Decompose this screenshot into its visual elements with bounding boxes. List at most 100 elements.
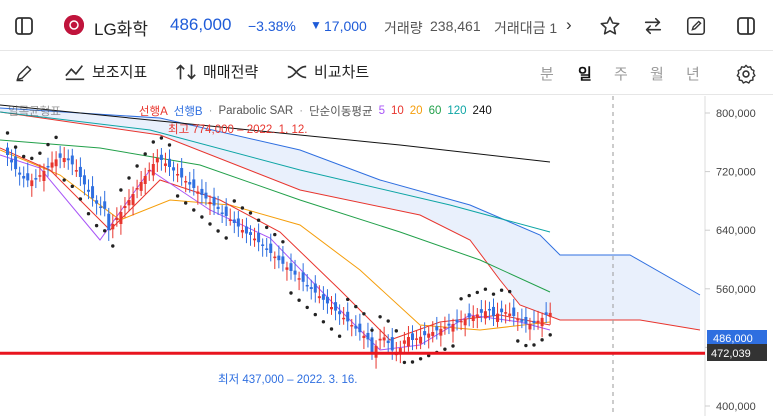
candle-down <box>18 172 22 175</box>
draw-pen-icon[interactable] <box>12 61 36 85</box>
candle-up <box>151 164 155 176</box>
ma-10-line <box>0 147 551 341</box>
aux-indicator-button[interactable]: 보조지표 <box>64 61 147 82</box>
candle-up <box>38 175 42 177</box>
candle-up <box>240 230 244 233</box>
y-tick-label: 720,000 <box>716 167 756 179</box>
candle-down <box>200 188 204 195</box>
candle-up <box>536 320 540 323</box>
sar-dot <box>94 223 99 228</box>
sar-dot <box>86 212 91 216</box>
current-price-badge: 486,000 <box>707 330 767 346</box>
candle-up <box>548 312 552 317</box>
candle-up <box>443 327 447 329</box>
current-price: 486,000 <box>170 15 232 34</box>
period-minute[interactable]: 분 <box>540 66 554 83</box>
sar-dot <box>427 353 431 358</box>
candle-down <box>370 337 374 353</box>
current-price-badge-label: 486,000 <box>713 333 753 345</box>
period-day[interactable]: 일 <box>578 66 592 83</box>
trading-strategy-button[interactable]: 매매전략 <box>175 61 258 82</box>
volume-value: 238,461 <box>430 18 481 34</box>
stock-name[interactable]: LG화학 <box>94 20 148 39</box>
legend-ichimoku[interactable]: 일목균형표 <box>8 106 61 118</box>
candle-down <box>236 218 240 227</box>
indicator-icon <box>65 64 85 80</box>
candle-up <box>508 313 512 316</box>
low-annotation: 최저 437,000 – 2022. 3. 16. <box>218 373 357 386</box>
candle-up <box>350 325 354 327</box>
indicator-legend: 일목균형표 선행A 선행B · Parabolic SAR · 단순이동평균 5… <box>8 103 492 119</box>
candle-down <box>192 179 196 188</box>
candle-up <box>427 333 431 338</box>
sar-dot <box>483 287 488 291</box>
sar-dot <box>78 197 83 201</box>
candle-down <box>188 182 192 185</box>
span-b-line <box>0 107 701 296</box>
edit-icon[interactable] <box>683 13 709 39</box>
candle-down <box>14 156 18 170</box>
sar-dot <box>167 143 172 147</box>
candle-down <box>301 272 305 282</box>
compare-icon <box>287 65 307 78</box>
candle-up <box>115 218 119 220</box>
legend-ma-60: 60 <box>428 105 442 117</box>
y-tick-label: 560,000 <box>716 284 756 296</box>
candle-up <box>330 307 333 310</box>
span-a-line <box>0 111 701 331</box>
candle-up <box>111 224 115 230</box>
sar-dot <box>62 178 66 182</box>
more-chevron-icon[interactable]: › <box>566 15 572 34</box>
change-down-icon: ▼ <box>310 18 322 32</box>
candle-down <box>366 332 370 340</box>
swap-arrows-icon[interactable] <box>640 13 666 39</box>
panel-toggle-icon[interactable] <box>733 13 759 39</box>
candle-up <box>253 238 257 241</box>
candle-up <box>483 311 487 319</box>
y-tick-label: 400,000 <box>716 401 756 413</box>
candle-up <box>208 202 212 205</box>
candle-down <box>99 206 103 209</box>
sidebar-toggle-icon[interactable] <box>12 14 36 38</box>
legend-parabolic-sar[interactable]: Parabolic SAR <box>218 105 294 117</box>
sar-dot <box>22 154 26 159</box>
candle-down <box>107 213 111 230</box>
sar-dot <box>248 211 253 215</box>
header-bar: LG화학 486,000 −3.38% ▼ 17,000 거래량 238,461… <box>0 0 773 51</box>
legend-sep-2: · <box>299 105 304 117</box>
period-week[interactable]: 주 <box>614 66 628 83</box>
candle-up <box>382 337 386 341</box>
period-year[interactable]: 년 <box>686 66 700 83</box>
sar-dot <box>467 293 471 298</box>
candle-down <box>232 219 236 223</box>
candle-up <box>342 317 346 320</box>
candle-down <box>487 308 491 311</box>
candle-up <box>50 162 54 168</box>
legend-ma-5: 5 <box>378 105 385 117</box>
candle-up <box>459 320 463 323</box>
sar-dot <box>119 188 123 192</box>
candle-down <box>244 226 248 234</box>
favorite-star-icon[interactable] <box>597 13 623 39</box>
support-price-badge-label: 472,039 <box>711 348 751 360</box>
candle-up <box>127 200 131 206</box>
candle-down <box>159 154 163 160</box>
sar-dot <box>540 338 544 342</box>
sar-dot <box>329 327 334 331</box>
candle-down <box>423 331 427 336</box>
candle-down <box>58 153 62 158</box>
sar-dot <box>30 156 34 161</box>
candle-up <box>297 278 301 280</box>
sar-dot <box>354 304 358 309</box>
candle-down <box>216 206 220 209</box>
settings-gear-icon[interactable] <box>733 61 759 87</box>
strategy-icon <box>176 63 196 80</box>
price-chart[interactable]: 800,000720,000640,000560,000480,000400,0… <box>0 96 773 416</box>
period-month[interactable]: 월 <box>650 66 664 83</box>
ma-60-line <box>0 139 551 293</box>
sar-dot <box>46 142 50 147</box>
compare-chart-button[interactable]: 비교차트 <box>286 61 369 82</box>
legend-ma-label[interactable]: 단순이동평균 <box>309 106 373 118</box>
candle-down <box>447 323 451 326</box>
sar-dot <box>103 229 107 233</box>
